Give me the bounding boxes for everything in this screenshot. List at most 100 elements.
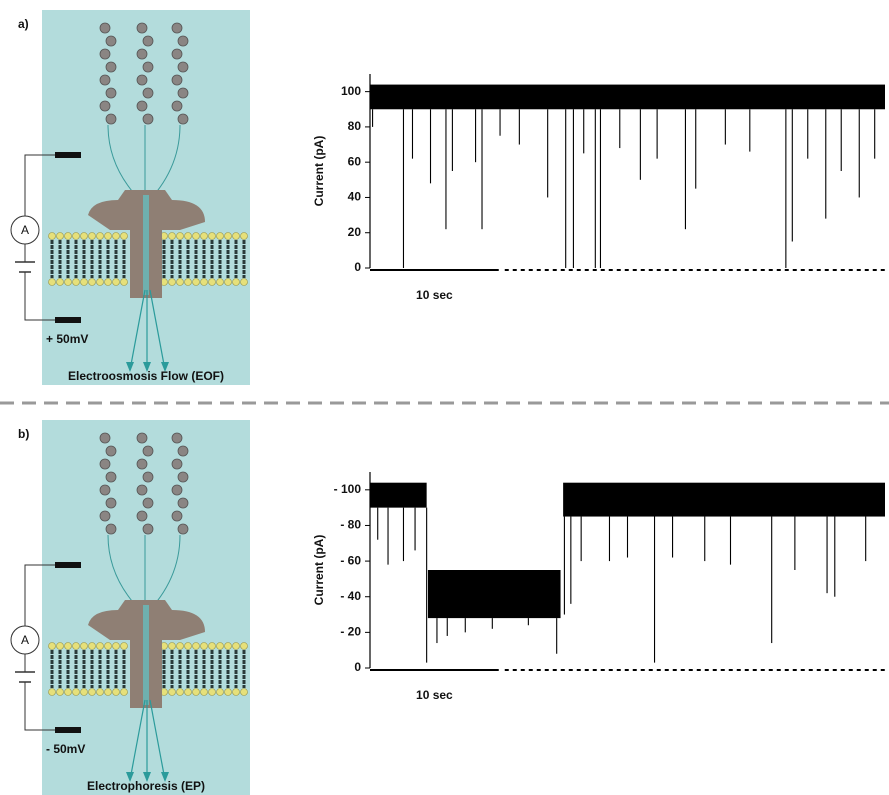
diagram-caption: Electroosmosis Flow (EOF) (68, 369, 224, 383)
lipid-head (64, 642, 72, 650)
bead (177, 87, 189, 99)
lipid-head (48, 232, 56, 240)
lipid-head (96, 232, 104, 240)
lipid-head (112, 232, 120, 240)
bead (105, 523, 117, 535)
lipid-head (112, 688, 120, 696)
lipid-head (184, 278, 192, 286)
scale-bar-label: 10 sec (416, 288, 453, 302)
lipid-head (168, 278, 176, 286)
lipid-head (64, 232, 72, 240)
bead (171, 458, 183, 470)
lipid-head (96, 688, 104, 696)
electrode (55, 152, 81, 158)
bead (171, 48, 183, 60)
arrow-head (143, 772, 151, 782)
lipid-head (200, 642, 208, 650)
lipid-head (56, 278, 64, 286)
lipid-head (88, 278, 96, 286)
y-tick-label: - 40 (340, 589, 361, 603)
panel-label: b) (18, 427, 29, 441)
lipid-head (104, 642, 112, 650)
ammeter-label: A (21, 633, 29, 647)
electrode (55, 727, 81, 733)
arrow-head (126, 772, 134, 782)
lipid-head (224, 278, 232, 286)
lipid-head (200, 278, 208, 286)
lipid-head (72, 642, 80, 650)
y-tick-label: - 60 (340, 553, 361, 567)
lipid-head (80, 232, 88, 240)
diagram: b) A - 50mV Electrophoresis (EP) (10, 420, 250, 795)
bead (177, 35, 189, 47)
lipid-head (176, 688, 184, 696)
voltage-label: - 50mV (46, 742, 85, 756)
bead (99, 458, 111, 470)
bead (105, 497, 117, 509)
lipid-head (168, 642, 176, 650)
lipid-head (80, 278, 88, 286)
bead (105, 61, 117, 73)
lipid-head (120, 232, 128, 240)
electrode (55, 317, 81, 323)
y-tick-label: 40 (348, 190, 362, 204)
lipid-head (104, 688, 112, 696)
bead (177, 113, 189, 125)
lipid-head (232, 642, 240, 650)
bead (99, 100, 111, 112)
arrow-head (126, 362, 134, 372)
lipid-head (176, 642, 184, 650)
bead (142, 445, 154, 457)
voltage-label: + 50mV (46, 332, 88, 346)
lipid-head (104, 232, 112, 240)
lipid-head (208, 232, 216, 240)
bead (171, 484, 183, 496)
lipid-head (48, 642, 56, 650)
bead (142, 471, 154, 483)
lipid-head (56, 232, 64, 240)
bead (136, 432, 148, 444)
diagram: a) A + 50mV Electroosmosis Flow (EOF) (10, 10, 250, 385)
lipid-head (232, 688, 240, 696)
lipid-head (64, 688, 72, 696)
arrow-head (161, 362, 169, 372)
lipid-head (72, 232, 80, 240)
noise-band (563, 482, 885, 517)
electrode (55, 562, 81, 568)
bead (142, 497, 154, 509)
bead (99, 510, 111, 522)
wire (24, 154, 55, 321)
lipid-head (176, 278, 184, 286)
panel-label: a) (18, 17, 29, 31)
lipid-head (224, 232, 232, 240)
bead (136, 510, 148, 522)
bead (142, 523, 154, 535)
lipid-head (72, 688, 80, 696)
y-tick-label: 0 (354, 260, 361, 274)
lipid-head (72, 278, 80, 286)
lipid-head (224, 642, 232, 650)
lipid-head (112, 642, 120, 650)
lipid-head (168, 688, 176, 696)
lipid-head (184, 232, 192, 240)
lipid-head (48, 688, 56, 696)
diagram-caption: Electrophoresis (EP) (87, 779, 205, 793)
bead (177, 61, 189, 73)
bead (171, 74, 183, 86)
bead (99, 48, 111, 60)
noise-band (370, 482, 427, 508)
bead (99, 74, 111, 86)
lipid-head (240, 278, 248, 286)
lipid-head (224, 688, 232, 696)
lipid-head (120, 278, 128, 286)
y-axis-label: Current (pA) (312, 136, 326, 207)
lipid-head (240, 688, 248, 696)
lipid-head (184, 688, 192, 696)
lipid-head (64, 278, 72, 286)
lipid-head (56, 642, 64, 650)
lipid-head (88, 688, 96, 696)
lipid-head (192, 642, 200, 650)
bead (171, 432, 183, 444)
bead (99, 484, 111, 496)
